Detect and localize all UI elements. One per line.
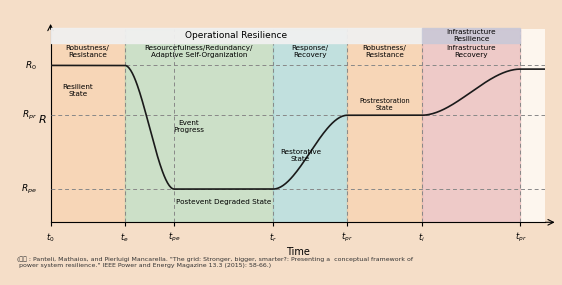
Bar	[51, 28, 125, 222]
Text: Infrastructure
Resilience: Infrastructure Resilience	[446, 29, 496, 42]
Text: Resilient
State: Resilient State	[62, 84, 93, 97]
Text: Infrastructure
Recovery: Infrastructure Recovery	[446, 45, 496, 58]
Text: (출처 : Panteli, Mathaios, and Pierluigi Mancarella. "The grid: Stronger, bigger, : (출처 : Panteli, Mathaios, and Pierluigi M…	[17, 256, 413, 268]
Text: Event
Progress: Event Progress	[174, 120, 205, 133]
Text: Postrestoration
State: Postrestoration State	[359, 98, 410, 111]
Y-axis label: R: R	[38, 115, 46, 125]
Text: Operational Resilience: Operational Resilience	[185, 31, 287, 40]
Text: Robustness/
Resistance: Robustness/ Resistance	[66, 45, 110, 58]
Text: Response/
Recovery: Response/ Recovery	[292, 45, 329, 58]
Text: Robustness/
Resistance: Robustness/ Resistance	[362, 45, 406, 58]
Text: Postevent Degraded State: Postevent Degraded State	[176, 199, 271, 205]
Bar	[347, 28, 422, 222]
X-axis label: Time: Time	[286, 247, 310, 257]
Text: $R_0$: $R_0$	[25, 59, 37, 72]
Text: $R_{pe}$: $R_{pe}$	[21, 182, 37, 196]
Text: Restorative
State: Restorative State	[280, 149, 321, 162]
Text: $R_{pr}$: $R_{pr}$	[21, 109, 37, 122]
Bar	[125, 28, 273, 222]
Text: Resourcefulness/Redundancy/
Adaptive Self-Organization: Resourcefulness/Redundancy/ Adaptive Sel…	[144, 45, 253, 58]
Bar	[273, 28, 347, 222]
Bar	[422, 28, 520, 222]
